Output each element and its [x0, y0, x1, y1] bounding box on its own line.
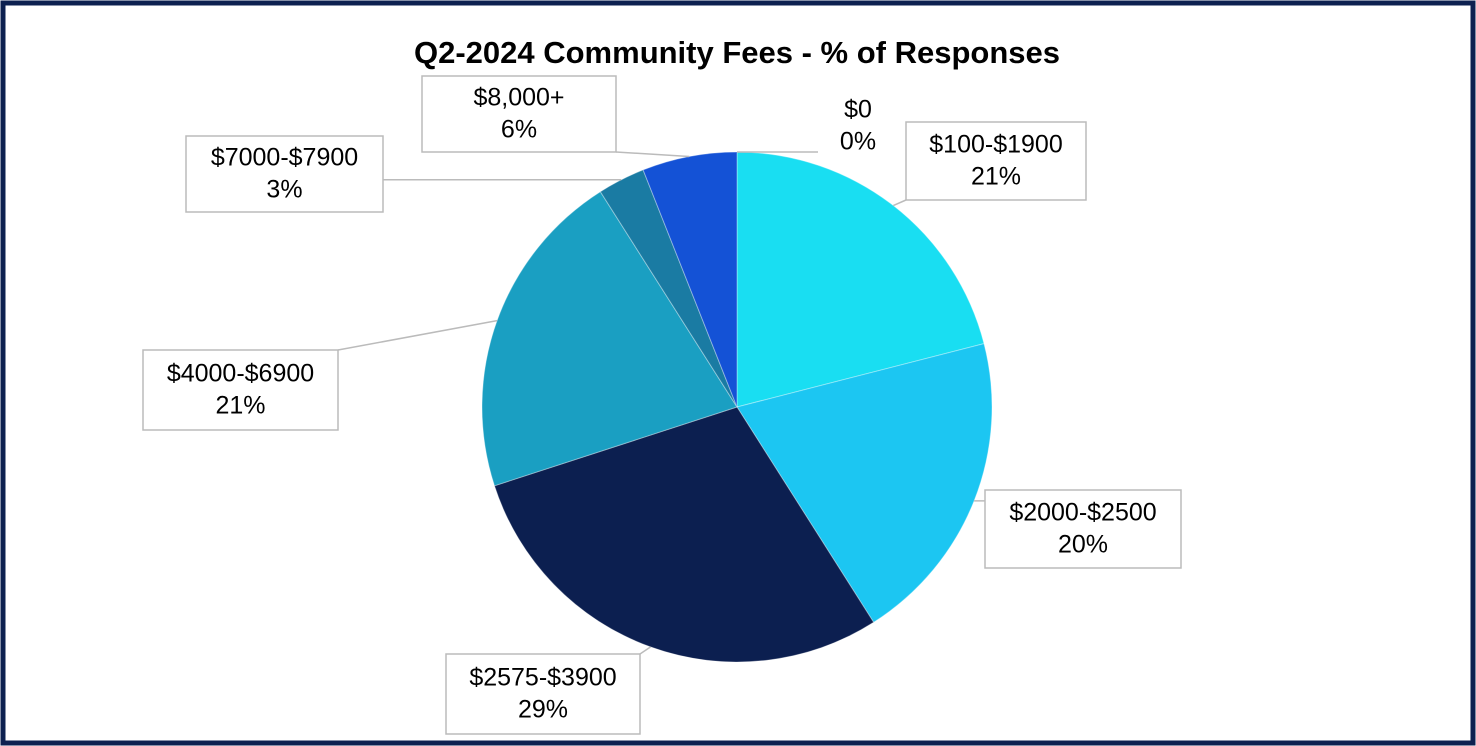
label-box — [142, 349, 339, 431]
chart-title: Q2-2024 Community Fees - % of Responses — [414, 35, 1060, 70]
value-label: 21% — [215, 392, 265, 420]
leader-line — [615, 151, 690, 158]
label-box — [818, 88, 898, 164]
leader-line — [639, 646, 652, 655]
leader-line — [337, 319, 498, 351]
value-label: 0% — [840, 128, 876, 156]
pie-slice — [481, 191, 738, 487]
label-box — [185, 135, 384, 213]
category-label: $7000-$7900 — [211, 144, 358, 172]
label-box — [421, 75, 617, 153]
category-label: $2000-$2500 — [1009, 499, 1156, 527]
value-label: 6% — [501, 116, 537, 144]
value-label: 20% — [1058, 531, 1108, 559]
category-label: $4000-$6900 — [167, 360, 314, 388]
label-box — [445, 653, 641, 735]
category-label: $100-$1900 — [929, 131, 1062, 159]
pie-slice — [493, 406, 875, 663]
data-labels: $0 0% $100-$1900 21% $2000-$2500 20% $2575-$39… — [142, 75, 1182, 735]
value-label: 3% — [266, 176, 302, 204]
category-label: $0 — [844, 96, 872, 124]
label-box — [984, 489, 1182, 569]
value-label: 29% — [518, 696, 568, 724]
pie — [481, 151, 993, 663]
pie-slice — [736, 342, 993, 623]
leader-line — [892, 199, 907, 207]
category-label: $8,000+ — [473, 84, 564, 112]
value-label: 21% — [971, 163, 1021, 191]
label-box — [905, 121, 1087, 201]
category-label: $2575-$3900 — [469, 664, 616, 692]
